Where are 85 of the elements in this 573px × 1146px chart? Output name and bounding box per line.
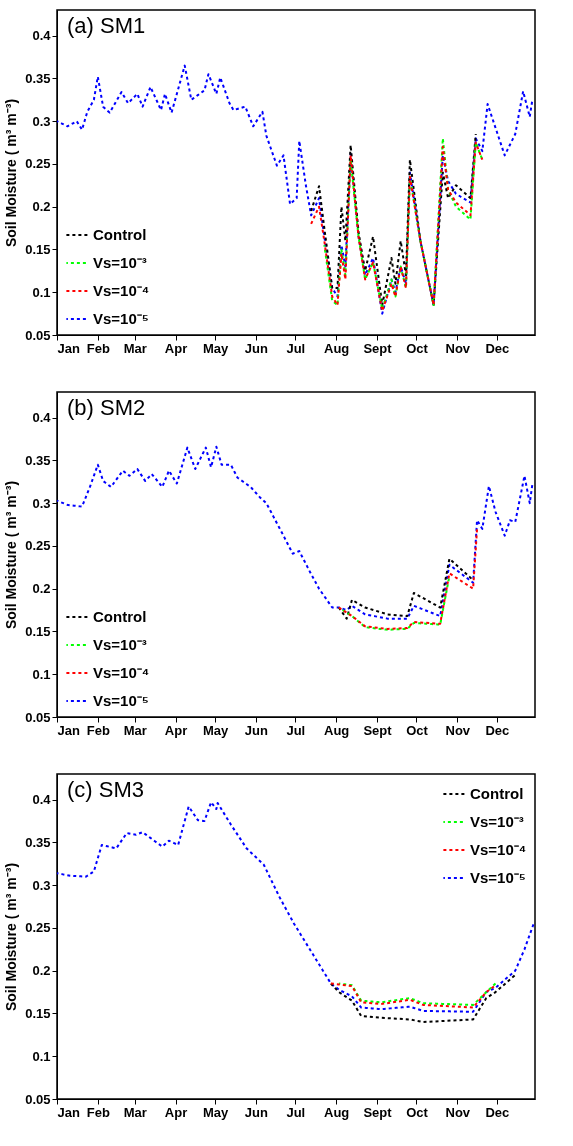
y-tick-label: 0.05 [25, 709, 51, 725]
y-tick-label: 0.3 [32, 495, 51, 511]
x-tick-label: Jul [286, 340, 306, 356]
legend-label: Vs=10⁻⁵ [470, 869, 526, 886]
x-tick-label: Apr [164, 722, 188, 738]
chart-title: (b) SM2 [67, 395, 146, 420]
y-tick-label: 0.15 [25, 241, 51, 257]
y-tick-label: 0.4 [32, 792, 52, 808]
y-tick-label: 0.2 [32, 199, 51, 215]
legend-label: Vs=10⁻⁵ [93, 310, 149, 327]
x-tick-label: Sept [363, 1104, 393, 1120]
legend-label: Control [93, 608, 147, 625]
y-tick-label: 0.35 [25, 452, 51, 468]
line-series [57, 445, 534, 620]
x-tick-label: Sept [363, 340, 393, 356]
x-tick-label: Jun [244, 340, 268, 356]
y-tick-label: 0.3 [32, 113, 51, 129]
x-tick-label: Aug [324, 1104, 350, 1120]
x-tick-label: Apr [164, 340, 188, 356]
x-tick-label: May [202, 1104, 229, 1120]
x-tick-label: Oct [406, 340, 429, 356]
chart-title: (c) SM3 [67, 777, 144, 802]
y-tick-label: 0.35 [25, 70, 51, 86]
x-tick-label: Aug [324, 340, 350, 356]
x-tick-label: Dec [485, 722, 510, 738]
line-series [329, 982, 497, 1009]
x-tick-label: Oct [406, 1104, 429, 1120]
x-tick-label: Jul [286, 1104, 306, 1120]
y-axis-title: Soil Moisture ( m³ m⁻³) [3, 98, 20, 248]
x-tick-label: Mar [123, 1104, 147, 1120]
x-tick-label: Jul [286, 722, 306, 738]
line-series [329, 973, 517, 1024]
x-tick-label: Jan [57, 340, 80, 356]
y-tick-label: 0.4 [32, 410, 52, 426]
y-tick-label: 0.35 [25, 834, 51, 850]
line-series [337, 527, 479, 630]
y-tick-label: 0.3 [32, 877, 51, 893]
x-tick-label: Nov [445, 1104, 471, 1120]
y-tick-label: 0.05 [25, 327, 51, 343]
x-tick-label: Feb [86, 722, 110, 738]
y-tick-label: 0.1 [32, 666, 51, 682]
y-tick-label: 0.15 [25, 623, 51, 639]
x-tick-label: Jan [57, 722, 80, 738]
y-tick-label: 0.2 [32, 963, 51, 979]
legend-label: Vs=10⁻³ [93, 254, 147, 271]
x-tick-label: Apr [164, 1104, 188, 1120]
legend-label: Vs=10⁻⁴ [470, 841, 527, 858]
x-tick-label: Mar [123, 722, 147, 738]
line-series [337, 557, 475, 620]
legend-label: Control [93, 226, 147, 243]
legend-label: Vs=10⁻³ [470, 813, 524, 830]
legend-label: Vs=10⁻⁵ [93, 692, 149, 709]
x-tick-label: Jun [244, 1104, 268, 1120]
x-tick-label: Sept [363, 722, 393, 738]
y-tick-label: 0.1 [32, 284, 51, 300]
line-series [57, 801, 535, 1013]
y-tick-label: 0.05 [25, 1091, 51, 1107]
chart-title: (a) SM1 [67, 13, 146, 38]
y-axis-title: Soil Moisture ( m³ m⁻³) [3, 862, 20, 1012]
y-tick-label: 0.25 [25, 156, 51, 172]
x-tick-label: Dec [485, 1104, 510, 1120]
y-tick-label: 0.15 [25, 1005, 51, 1021]
y-tick-label: 0.2 [32, 581, 51, 597]
legend-label: Vs=10⁻⁴ [93, 282, 150, 299]
x-tick-label: Nov [445, 722, 471, 738]
legend-label: Vs=10⁻⁴ [93, 664, 150, 681]
x-tick-label: Feb [86, 340, 110, 356]
line-series [57, 64, 534, 315]
y-tick-label: 0.1 [32, 1048, 51, 1064]
x-tick-label: Mar [123, 340, 147, 356]
legend-label: Control [470, 785, 524, 802]
x-tick-label: Aug [324, 722, 350, 738]
x-tick-label: Jun [244, 722, 268, 738]
x-tick-label: May [202, 340, 229, 356]
legend-label: Vs=10⁻³ [93, 636, 147, 653]
x-tick-label: May [202, 722, 229, 738]
x-tick-label: Oct [406, 722, 429, 738]
y-tick-label: 0.25 [25, 538, 51, 554]
y-axis-title: Soil Moisture ( m³ m⁻³) [3, 480, 20, 630]
x-tick-label: Jan [57, 1104, 80, 1120]
x-tick-label: Feb [86, 1104, 110, 1120]
x-tick-label: Nov [445, 340, 471, 356]
y-tick-label: 0.4 [32, 28, 52, 44]
y-tick-label: 0.25 [25, 920, 51, 936]
x-tick-label: Dec [485, 340, 510, 356]
